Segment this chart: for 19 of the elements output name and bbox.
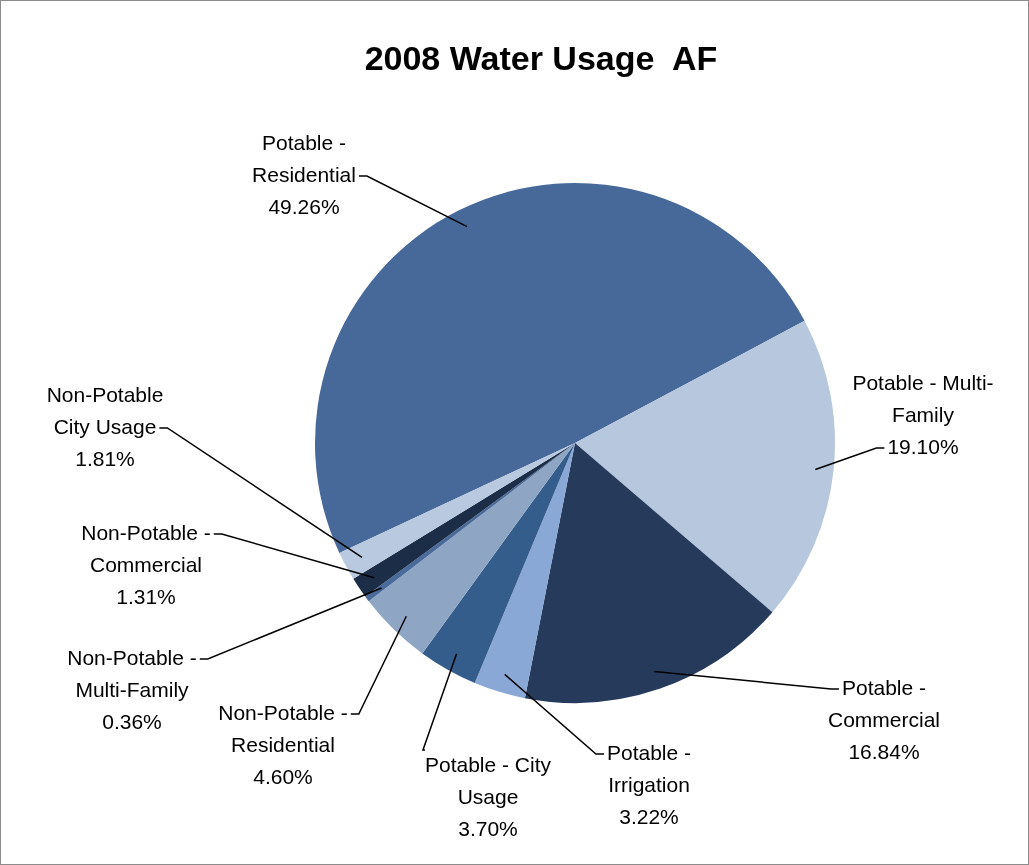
data-label: 16.84% — [848, 739, 920, 763]
slice-label: Non-Potable - Multi-Family — [67, 645, 197, 701]
slice-label: Potable - Multi-Family — [852, 370, 994, 426]
slice-label: Potable - Residential — [252, 130, 356, 186]
slice-label: Non-Potable - Residential — [218, 700, 348, 756]
data-label: 1.81% — [75, 446, 135, 470]
data-label: 19.10% — [887, 434, 959, 458]
chart-title: 2008 Water Usage AF — [364, 39, 718, 78]
data-label: 3.22% — [619, 804, 679, 828]
data-label: 3.70% — [458, 816, 518, 840]
slice-label: Non-Potable - Commercial — [81, 520, 211, 576]
slice-label: Potable - Commercial — [827, 675, 941, 731]
slice-label: Potable - City Usage — [424, 752, 552, 808]
slice-label: Potable - Irrigation — [606, 740, 692, 796]
slice-label: Non-Potable City Usage — [46, 382, 164, 438]
data-label: 49.26% — [268, 194, 340, 218]
data-label: 4.60% — [253, 764, 313, 788]
data-label: 1.31% — [116, 584, 176, 608]
data-label: 0.36% — [102, 709, 162, 733]
